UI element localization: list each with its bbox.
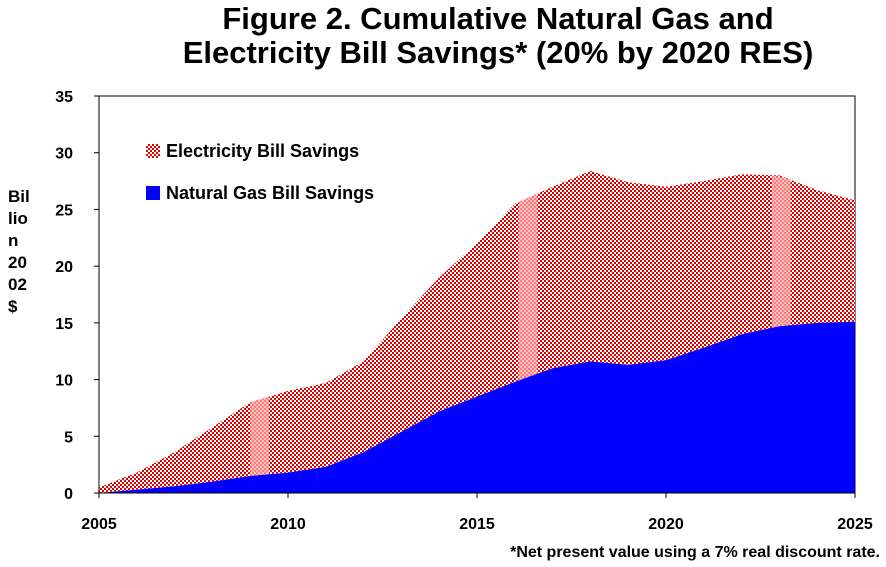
highlight-band [771,175,791,328]
y-tick-label: 0 [64,486,73,503]
highlight-band [518,193,538,381]
y-tick-label: 5 [64,429,73,446]
series-area-natural-gas [99,321,855,493]
chart-title-line2: Electricity Bill Savings* (20% by 2020 R… [182,35,814,70]
x-tick-label: 2005 [81,516,117,533]
y-axis-label-line: $ [8,297,18,316]
chart-title-line1: Figure 2. Cumulative Natural Gas and [222,1,774,36]
y-axis-label-line: 20 [8,253,27,272]
y-axis-label: Bil lio n 20 02 $ [8,186,30,318]
y-axis-label-line: 02 [8,275,27,294]
y-axis-label-line: lio [8,209,28,228]
x-tick-label: 2025 [837,516,873,533]
legend-swatch [146,144,160,158]
footnote: *Net present value using a 7% real disco… [510,544,880,561]
y-tick-label: 15 [55,316,73,333]
y-axis-label-line: n [8,231,19,250]
legend-label: Electricity Bill Savings [166,141,359,161]
highlight-band [250,396,270,476]
y-axis-label-line: Bil [8,187,30,206]
legend-swatch [146,186,160,200]
y-tick-label: 20 [55,259,73,276]
x-tick-label: 2020 [648,516,684,533]
legend-label: Natural Gas Bill Savings [166,183,374,203]
y-tick-label: 25 [55,202,73,219]
y-tick-label: 35 [55,89,73,106]
y-tick-label: 10 [55,373,73,390]
x-tick-label: 2010 [270,516,306,533]
series-area-electricity [99,170,855,493]
y-tick-label: 30 [55,146,73,163]
x-tick-label: 2015 [459,516,495,533]
chart-title: Figure 2. Cumulative Natural Gas and Ele… [0,2,886,70]
